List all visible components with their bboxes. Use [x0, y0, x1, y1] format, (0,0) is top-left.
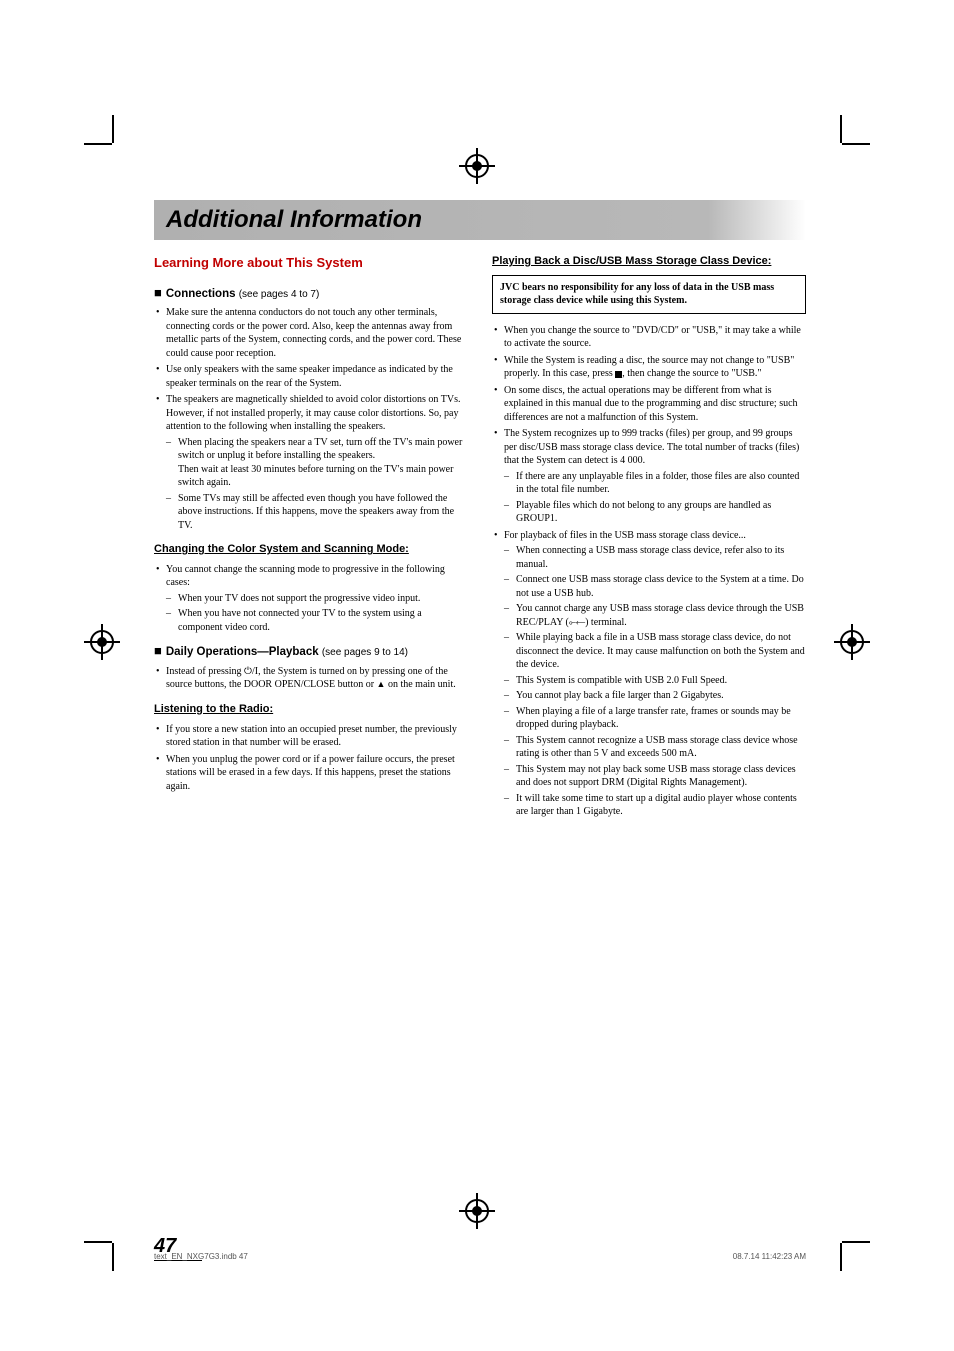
page-content: Additional Information Learning More abo… [154, 200, 806, 1221]
list-item: You cannot play back a file larger than … [504, 689, 806, 703]
left-column: Learning More about This System ■Connect… [154, 254, 468, 822]
list-item: This System is compatible with USB 2.0 F… [504, 674, 806, 688]
daily-list: Instead of pressing ⏻/I, the System is t… [154, 665, 468, 692]
list-item: When playing a file of a large transfer … [504, 705, 806, 732]
list-item: This System may not play back some USB m… [504, 763, 806, 790]
list-item: You cannot change the scanning mode to p… [154, 563, 468, 635]
list-item: On some discs, the actual operations may… [492, 384, 806, 425]
list-item: When connecting a USB mass storage class… [504, 544, 806, 571]
footer-timestamp: 08.7.14 11:42:23 AM [733, 1252, 806, 1261]
footer-file: text_EN_NXG7G3.indb 47 [154, 1252, 248, 1261]
warning-box: JVC bears no responsibility for any loss… [492, 275, 806, 314]
registration-mark [465, 154, 489, 178]
daily-heading: ■Daily Operations—Playback (see pages 9 … [154, 642, 468, 661]
section-title: Learning More about This System [154, 254, 468, 272]
list-item: When you unplug the power cord or if a p… [154, 753, 468, 794]
list-item: It will take some time to start up a dig… [504, 792, 806, 819]
list-item: Playable files which do not belong to an… [504, 499, 806, 526]
list-item: If you store a new station into an occup… [154, 723, 468, 750]
listening-heading: Listening to the Radio: [154, 702, 468, 717]
title-bar: Additional Information [154, 200, 806, 240]
right-column: Playing Back a Disc/USB Mass Storage Cla… [492, 254, 806, 822]
list-item: When your TV does not support the progre… [166, 592, 468, 606]
usb-icon: ⟜⟵ [569, 616, 585, 628]
changing-list: You cannot change the scanning mode to p… [154, 563, 468, 635]
listening-list: If you store a new station into an occup… [154, 723, 468, 794]
list-item: The System recognizes up to 999 tracks (… [492, 427, 806, 526]
list-item: When you have not connected your TV to t… [166, 607, 468, 634]
connections-heading: ■Connections (see pages 4 to 7) [154, 284, 468, 303]
list-item: For playback of files in the USB mass st… [492, 529, 806, 819]
list-item: You cannot charge any USB mass storage c… [504, 602, 806, 629]
list-item: While the System is reading a disc, the … [492, 354, 806, 381]
list-item: Some TVs may still be affected even thou… [166, 492, 468, 533]
list-item: If there are any unplayable files in a f… [504, 470, 806, 497]
list-item: Use only speakers with the same speaker … [154, 363, 468, 390]
registration-mark [840, 630, 864, 654]
connections-list: Make sure the antenna conductors do not … [154, 306, 468, 532]
playback-heading: Playing Back a Disc/USB Mass Storage Cla… [492, 254, 806, 269]
list-item: Connect one USB mass storage class devic… [504, 573, 806, 600]
changing-heading: Changing the Color System and Scanning M… [154, 542, 468, 557]
registration-mark [90, 630, 114, 654]
list-item: When placing the speakers near a TV set,… [166, 436, 468, 490]
list-item: The speakers are magnetically shielded t… [154, 393, 468, 532]
list-item: This System cannot recognize a USB mass … [504, 734, 806, 761]
page-title: Additional Information [166, 206, 794, 234]
list-item: Make sure the antenna conductors do not … [154, 306, 468, 360]
list-item: When you change the source to "DVD/CD" o… [492, 324, 806, 351]
list-item: Instead of pressing ⏻/I, the System is t… [154, 665, 468, 692]
footer: text_EN_NXG7G3.indb 47 08.7.14 11:42:23 … [154, 1252, 806, 1261]
power-icon: ⏻/I [244, 666, 258, 677]
playback-list: When you change the source to "DVD/CD" o… [492, 324, 806, 819]
list-item: While playing back a file in a USB mass … [504, 631, 806, 672]
